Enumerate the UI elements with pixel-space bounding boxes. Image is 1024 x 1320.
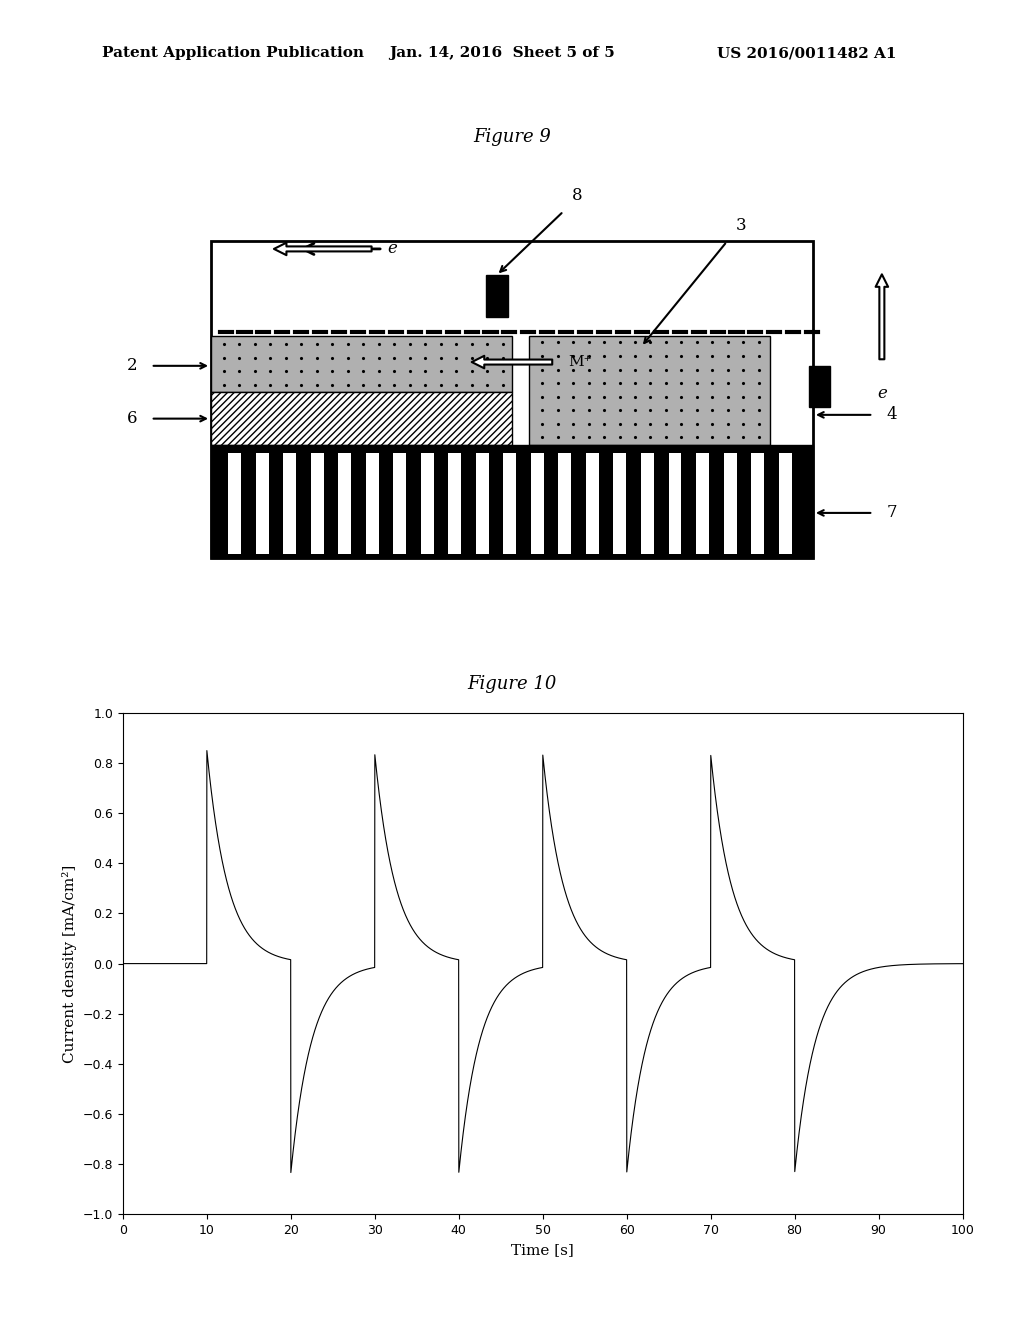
Bar <box>310 453 324 554</box>
Bar <box>393 453 407 554</box>
Text: e: e <box>387 240 397 257</box>
Bar <box>211 335 512 392</box>
Text: 2: 2 <box>127 358 138 375</box>
Bar <box>366 453 379 554</box>
Bar <box>586 453 599 554</box>
Text: Figure 10: Figure 10 <box>467 675 557 693</box>
Bar <box>613 453 627 554</box>
Bar <box>256 453 268 554</box>
Bar <box>778 453 792 554</box>
Bar <box>284 453 296 554</box>
Text: Patent Application Publication: Patent Application Publication <box>102 46 365 61</box>
Text: 6: 6 <box>127 411 138 428</box>
Bar <box>696 453 709 554</box>
Bar <box>641 453 654 554</box>
Bar <box>752 453 764 554</box>
Bar <box>558 453 571 554</box>
Text: M⁺: M⁺ <box>568 355 592 370</box>
Bar <box>724 453 736 554</box>
Bar <box>530 453 544 554</box>
Bar <box>338 453 351 554</box>
Bar <box>504 453 516 554</box>
Text: Jan. 14, 2016  Sheet 5 of 5: Jan. 14, 2016 Sheet 5 of 5 <box>389 46 614 61</box>
Bar <box>421 453 434 554</box>
X-axis label: Time [s]: Time [s] <box>511 1242 574 1257</box>
Text: 4: 4 <box>886 407 897 424</box>
Text: Figure 9: Figure 9 <box>473 128 551 147</box>
Text: e: e <box>877 384 887 401</box>
Text: 7: 7 <box>886 504 897 521</box>
Bar <box>211 392 512 445</box>
Bar <box>449 453 461 554</box>
Y-axis label: Current density [mA/cm²]: Current density [mA/cm²] <box>62 865 77 1063</box>
Bar <box>486 276 508 317</box>
Bar <box>476 453 488 554</box>
Bar <box>211 445 813 558</box>
Bar <box>669 453 681 554</box>
Bar <box>809 366 830 408</box>
Text: 8: 8 <box>572 186 583 203</box>
Text: 3: 3 <box>735 216 746 234</box>
Text: US 2016/0011482 A1: US 2016/0011482 A1 <box>717 46 896 61</box>
Bar <box>228 453 241 554</box>
Bar <box>529 335 770 445</box>
Bar <box>211 242 813 558</box>
